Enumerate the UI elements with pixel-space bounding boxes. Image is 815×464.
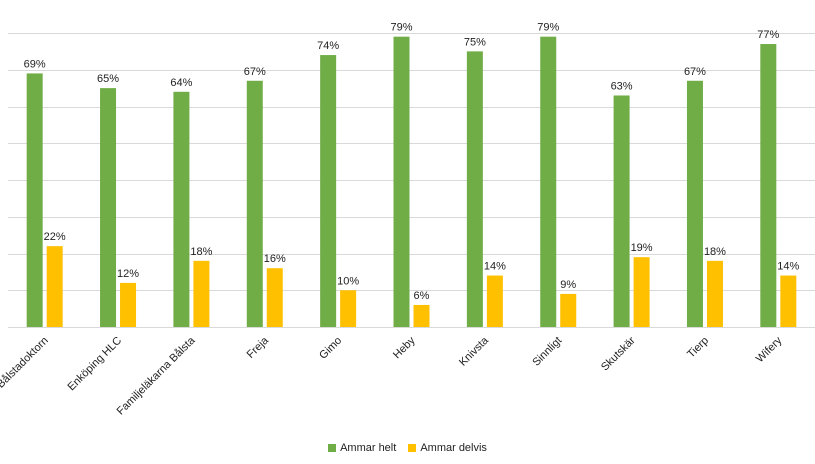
bar-ammar-helt: [26, 73, 43, 327]
x-tick-label: Tierp: [685, 335, 711, 361]
bar-ammar-delvis: [413, 304, 430, 327]
bar-ammar-helt: [760, 44, 777, 328]
x-tick-label: Bålstadoktorn: [0, 335, 51, 391]
data-label: 69%: [24, 58, 46, 70]
bar-ammar-delvis: [193, 260, 210, 327]
bar-ammar-helt: [613, 95, 630, 327]
bar-ammar-delvis: [120, 282, 137, 327]
data-label: 22%: [44, 231, 66, 243]
x-tick-label: Skutskär: [599, 334, 638, 373]
bar-ammar-helt: [100, 88, 117, 327]
x-tick-label: Freja: [245, 334, 272, 361]
bar-ammar-helt: [466, 51, 483, 327]
legend-item-ammar-delvis: Ammar delvis: [408, 442, 487, 454]
data-label: 19%: [631, 242, 653, 254]
legend-item-ammar-helt: Ammar helt: [328, 442, 396, 454]
bar-ammar-helt: [393, 36, 410, 328]
data-label: 18%: [190, 246, 212, 258]
x-tick-label: Knivsta: [457, 334, 492, 369]
data-label: 79%: [390, 22, 412, 34]
bar-ammar-helt: [246, 80, 263, 328]
legend-swatch-ammar-helt: [328, 444, 337, 452]
bar-ammar-delvis: [633, 257, 650, 327]
data-label: 18%: [704, 246, 726, 258]
data-label: 9%: [560, 279, 576, 291]
data-label: 67%: [244, 66, 266, 78]
x-tick-label: Familjeläkarna Bålsta: [115, 334, 198, 417]
x-tick-label: Sinnligt: [530, 335, 564, 369]
bar-ammar-delvis: [486, 275, 503, 327]
data-label: 6%: [414, 290, 430, 302]
x-tick-label: Enköping HLC: [66, 335, 125, 394]
data-label: 77%: [757, 29, 779, 41]
x-tick-label: Heby: [391, 334, 418, 361]
bar-ammar-delvis: [340, 290, 357, 327]
bar-ammar-delvis: [780, 275, 797, 327]
x-tick-label: Gimo: [317, 335, 344, 362]
bar-ammar-delvis: [706, 260, 723, 327]
legend-label-ammar-delvis: Ammar delvis: [420, 442, 487, 454]
legend-label-ammar-helt: Ammar helt: [340, 442, 397, 454]
data-label: 65%: [97, 73, 119, 85]
data-label: 79%: [537, 22, 559, 34]
data-label: 63%: [611, 80, 633, 92]
data-label: 67%: [684, 66, 706, 78]
bar-ammar-delvis: [46, 246, 63, 327]
bar-ammar-helt: [320, 55, 337, 328]
bar-ammar-delvis: [560, 293, 577, 327]
bar-ammar-helt: [173, 91, 190, 327]
bar-ammar-delvis: [266, 268, 283, 327]
x-tick-label: Wifery: [754, 334, 785, 365]
data-label: 14%: [484, 261, 506, 273]
data-label: 64%: [170, 77, 192, 89]
bar-ammar-helt: [686, 80, 703, 328]
legend: Ammar helt Ammar delvis: [0, 442, 815, 454]
data-label: 10%: [337, 275, 359, 287]
bar-ammar-helt: [540, 36, 557, 328]
data-label: 14%: [777, 261, 799, 273]
data-label: 75%: [464, 36, 486, 48]
data-label: 16%: [264, 253, 286, 265]
legend-swatch-ammar-delvis: [408, 444, 417, 452]
data-label: 74%: [317, 40, 339, 52]
data-label: 12%: [117, 268, 139, 280]
